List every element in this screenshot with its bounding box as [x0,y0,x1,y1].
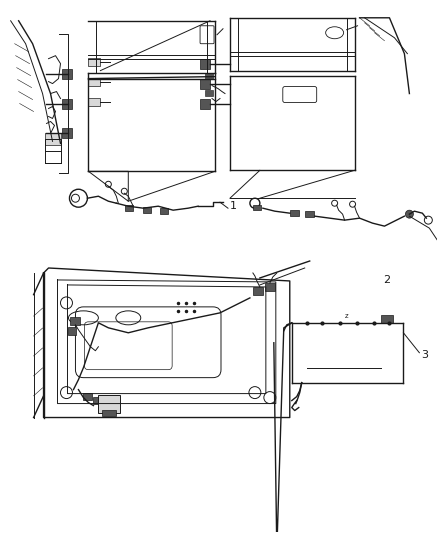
Bar [265,283,275,291]
Bar [125,205,133,211]
Bar [88,58,100,66]
Bar [305,211,314,217]
Bar [200,78,210,88]
Text: 2: 2 [383,275,390,285]
Bar [99,394,120,413]
Bar [143,207,151,213]
Bar [290,210,299,216]
Bar [88,98,100,106]
Bar [205,90,213,95]
Bar [103,399,112,406]
Bar [63,128,72,139]
Bar [71,317,81,325]
Text: z: z [345,313,348,319]
Text: 3: 3 [421,350,428,360]
Bar [45,133,60,146]
Bar [200,59,210,69]
Bar [88,78,100,86]
Bar [253,287,263,295]
Bar [68,327,77,335]
Bar [253,205,261,210]
Bar [63,69,72,78]
Bar [83,393,92,400]
Bar [63,99,72,109]
Bar [205,72,213,78]
Bar [160,208,168,214]
Bar [93,397,102,403]
Bar [381,315,393,323]
Circle shape [406,210,413,218]
Text: 1: 1 [230,201,237,211]
Bar [102,409,117,416]
Bar [200,99,210,109]
